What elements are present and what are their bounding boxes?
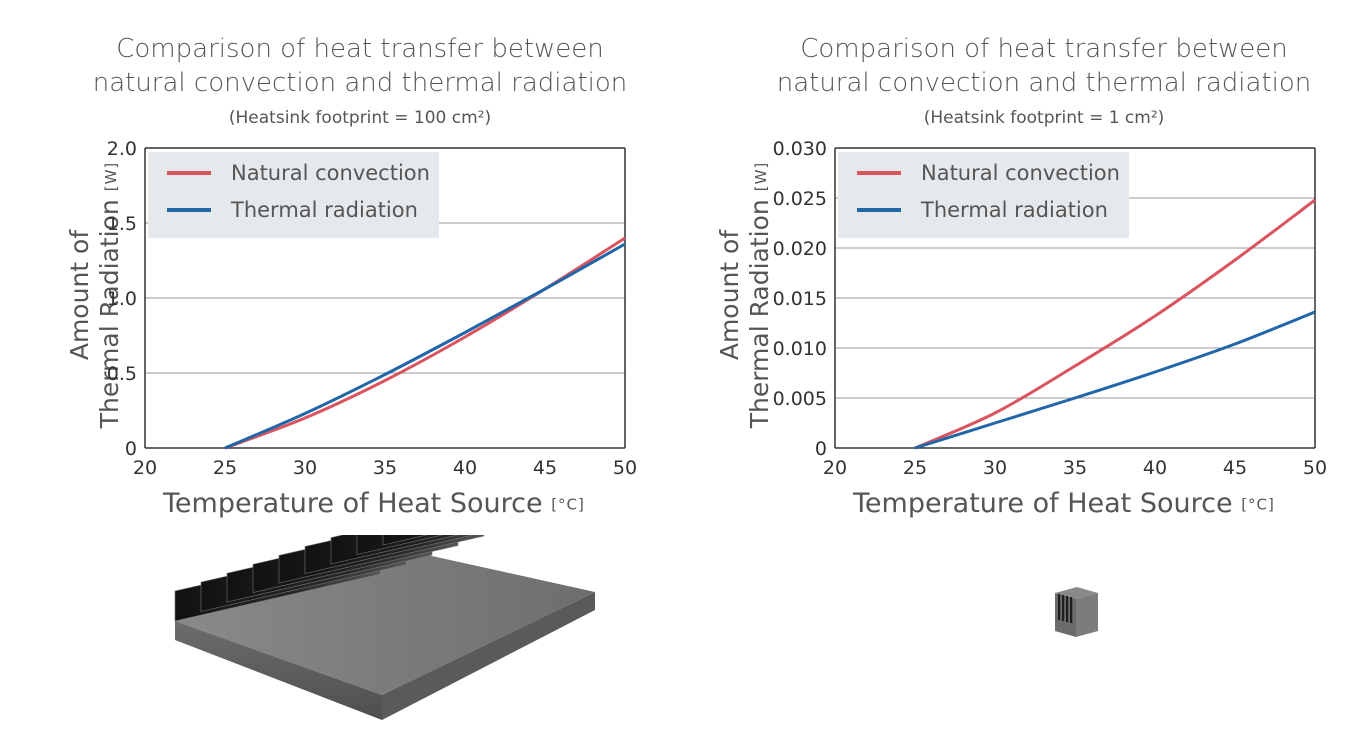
legend-label: Natural convection [231,161,430,185]
y-tick-label: 0.5 [107,363,137,385]
y-tick-label: 1.5 [107,213,137,235]
heatsink-fin [382,535,428,546]
chart-panel-left: Comparison of heat transfer between natu… [65,34,637,720]
x-tick-label: 45 [533,457,557,479]
heatsink-fin [356,535,444,555]
x-tick-label: 40 [453,457,477,479]
x-tick-label: 30 [293,457,317,479]
series-line [914,310,1316,450]
chart-panel-right: Comparison of heat transfer between natu… [690,0,1360,750]
series-line [914,198,1316,450]
chart-subtitle: (Heatsink footprint = 100 cm²) [228,108,492,128]
chart-title-line1: Comparison of heat transfer between [116,34,604,64]
legend-background [838,152,1129,238]
series-line [224,242,626,450]
y-tick-label: 0.020 [773,238,827,260]
x-tick-label: 25 [213,457,237,479]
legend-background [148,152,439,238]
x-tick-label: 20 [133,457,157,479]
small-heatsink-icon [1055,587,1098,637]
x-tick-label: 50 [1303,457,1327,479]
y-tick-label: 0.030 [773,138,827,160]
legend-label: Thermal radiation [920,198,1108,222]
line-chart-right: Natural convection Thermal radiation 0 0.00… [773,138,1328,479]
x-tick-label: 35 [373,457,397,479]
x-axis-label: Temperature of Heat Source [°C] [853,488,1275,519]
x-axis-label-text: Temperature of Heat Source [853,488,1233,519]
chart-title-line1: Comparison of heat transfer between [800,34,1288,64]
x-tick-label: 40 [1143,457,1167,479]
chart-title-line2: natural convection and thermal radiation [776,68,1312,98]
large-heatsink-icon [174,535,595,720]
x-tick-label: 20 [823,457,847,479]
x-tick-label: 45 [1223,457,1247,479]
y-tick-label: 0.015 [773,288,827,310]
x-axis-unit: [°C] [551,495,585,514]
x-axis-label-text: Temperature of Heat Source [163,488,543,519]
small-heatsink-fins [1058,594,1073,623]
x-axis-label: Temperature of Heat Source [°C] [163,488,585,519]
legend-label: Natural convection [921,161,1120,185]
series-line [224,236,626,450]
x-tick-label: 25 [903,457,927,479]
x-tick-label: 35 [1063,457,1087,479]
y-tick-label: 0.025 [773,188,827,210]
y-tick-label: 2.0 [107,138,137,160]
y-tick-label: 0.005 [773,388,827,410]
legend: Natural convection Thermal radiation [148,152,439,238]
legend-label: Thermal radiation [230,198,418,222]
line-chart-left: Natural convection Thermal radiation 0 0.5 1… [107,138,637,479]
chart-subtitle: (Heatsink footprint = 1 cm²) [923,108,1165,128]
y-tick-label: 1.0 [107,288,137,310]
y-tick-label: 0.010 [773,338,827,360]
x-axis-unit: [°C] [1241,495,1275,514]
y-tick-label: 0 [125,438,137,460]
chart-title-line2: natural convection and thermal radiation [92,68,628,98]
x-tick-label: 50 [613,457,637,479]
x-tick-label: 30 [983,457,1007,479]
y-tick-label: 0 [815,438,827,460]
legend: Natural convection Thermal radiation [838,152,1129,238]
